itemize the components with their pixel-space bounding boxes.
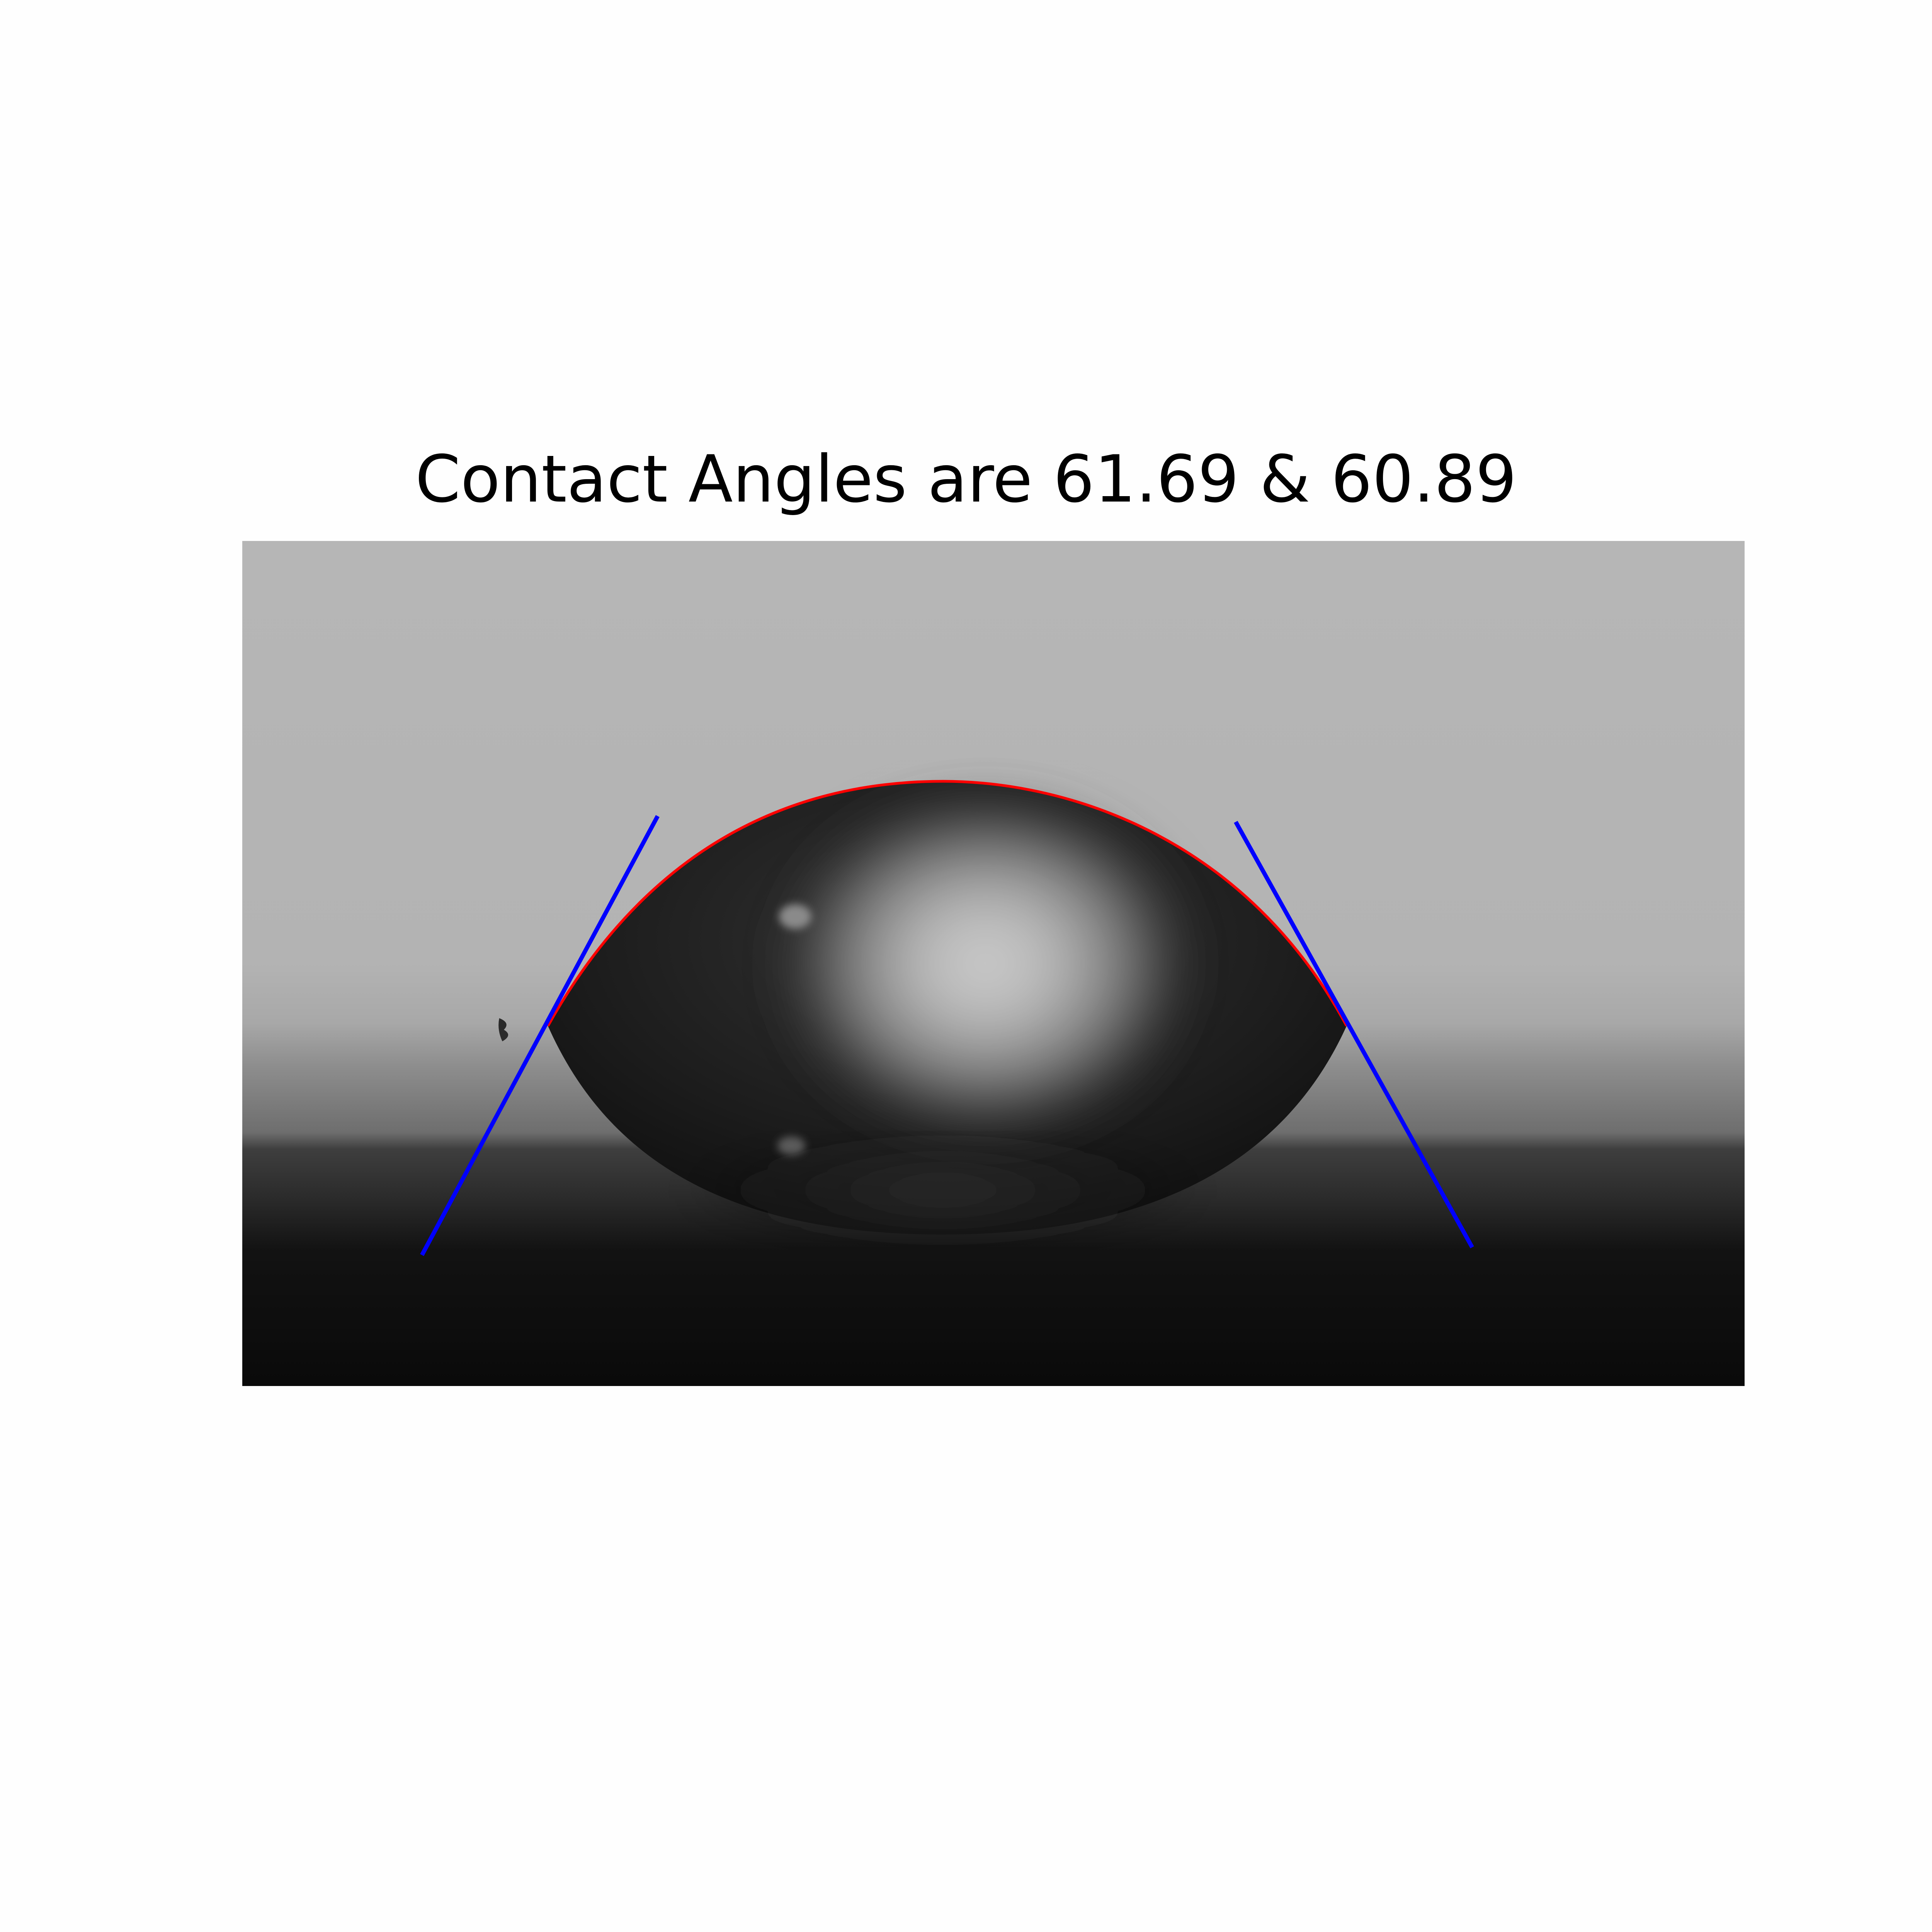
- fitted-profile-curve: [546, 780, 1348, 1027]
- glint-lower: [777, 1136, 805, 1155]
- right-tangent-line: [1234, 821, 1474, 1248]
- droplet: [548, 781, 1347, 1235]
- dust-speck: [498, 1018, 509, 1041]
- droplet-reflection: [672, 1148, 1213, 1233]
- left-tangent-line: [420, 815, 660, 1256]
- glint-upper: [779, 904, 811, 929]
- photo-frame: [242, 541, 1745, 1386]
- figure-title: Contact Angles are 61.69 & 60.89: [415, 441, 1517, 517]
- droplet-highlight: [769, 800, 1202, 1163]
